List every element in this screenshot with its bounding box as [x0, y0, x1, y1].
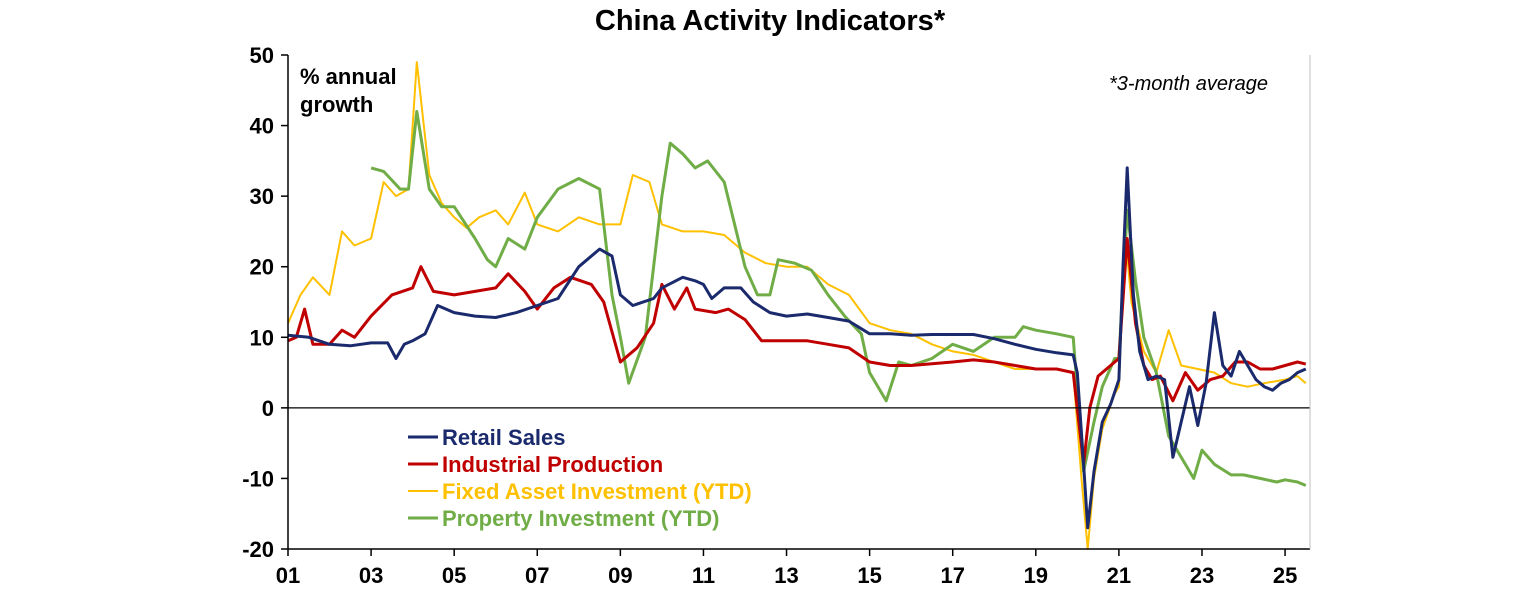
series-line-2 [287, 61, 1307, 550]
y-tick-label: -20 [242, 537, 274, 562]
y-tick-label: 10 [250, 325, 274, 350]
x-tick-label: 17 [940, 563, 964, 588]
y-tick-label: -10 [242, 466, 274, 491]
series-line-0 [287, 166, 1307, 530]
chart-title: China Activity Indicators* [595, 5, 946, 37]
y-tick-label: 30 [250, 184, 274, 209]
y-ticks: -20 -10 0 10 20 30 40 50 [242, 43, 288, 562]
y-tick-label: 50 [250, 43, 274, 68]
y-tick-label: 0 [262, 396, 274, 421]
x-tick-label: 07 [525, 563, 549, 588]
x-tick-label: 19 [1024, 563, 1048, 588]
x-ticks: 01 03 05 07 09 11 13 15 17 19 21 23 25 [276, 549, 1297, 588]
series-line-1 [287, 237, 1307, 466]
x-tick-label: 25 [1273, 563, 1297, 588]
x-tick-label: 23 [1190, 563, 1214, 588]
x-tick-label: 03 [359, 563, 383, 588]
plot-area: -20 -10 0 10 20 30 40 50 01 03 05 07 09 11 13 15 17 19 21… [242, 43, 1311, 588]
x-tick-label: 01 [276, 563, 300, 588]
series-layer [287, 61, 1307, 550]
y-tick-label: 40 [250, 114, 274, 139]
legend-label-1: Industrial Production [442, 452, 663, 477]
legend-label-3: Property Investment (YTD) [442, 506, 720, 531]
x-tick-label: 21 [1107, 563, 1131, 588]
annotation-note: *3-month average [1109, 73, 1268, 95]
legend-label-2: Fixed Asset Investment (YTD) [442, 479, 752, 504]
x-tick-label: 09 [608, 563, 632, 588]
y-axis-label-line1: % annual [300, 64, 397, 89]
legend-label-0: Retail Sales [442, 425, 566, 450]
x-tick-label: 13 [774, 563, 798, 588]
x-tick-label: 15 [857, 563, 881, 588]
x-tick-label: 11 [692, 563, 715, 588]
y-axis-label-line2: growth [300, 92, 373, 117]
x-tick-label: 05 [442, 563, 466, 588]
y-tick-label: 20 [250, 255, 274, 280]
